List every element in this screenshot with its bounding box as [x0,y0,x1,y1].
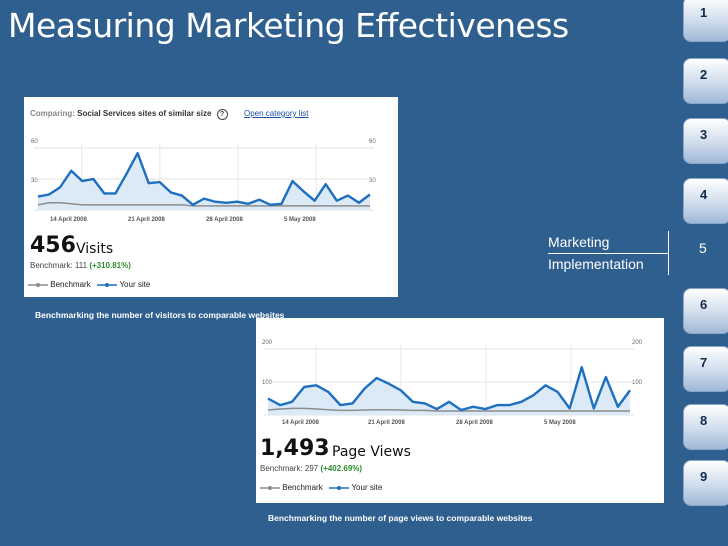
current-section-line2: Implementation [548,256,644,272]
chart-legend: Benchmark Your site [28,280,150,289]
date-label: 21 April 2008 [368,420,405,426]
visits-count: 456 [30,233,76,258]
site-series-line [267,365,631,412]
legend-benchmark: Benchmark [50,280,91,289]
nav-tab-label: 8 [700,413,708,428]
site-legend-icon [97,282,118,287]
nav-tab-6[interactable]: 6 [683,288,728,334]
nav-tab-label: 5 [699,240,707,256]
benchmark-text: Benchmark: 297 [260,464,319,473]
y-axis-top-left: 200 [262,340,273,346]
nav-tab-label: 1 [700,5,708,20]
nav-tab-9[interactable]: 9 [683,460,728,506]
nav-tab-2[interactable]: 2 [683,58,728,104]
date-label: 14 April 2008 [50,217,87,223]
site-series-line [37,151,371,207]
visits-chart [34,144,374,212]
pageviews-caption: Benchmarking the number of page views to… [268,513,533,523]
slide-title: Measuring Marketing Effectiveness [8,6,569,45]
benchmark-percent: (+402.69%) [320,464,363,473]
nav-tab-1[interactable]: 1 [683,0,728,42]
legend-site: Your site [119,280,151,289]
date-label: 14 April 2008 [282,420,319,426]
benchmark-series-line [37,202,370,207]
date-label: 28 April 2008 [206,217,243,223]
pageviews-unit: Page Views [332,444,411,460]
date-label: 28 April 2008 [456,420,493,426]
y-axis-mid-right: 30 [369,178,376,184]
nav-tab-3[interactable]: 3 [683,118,728,164]
benchmark-text: Benchmark: 111 [30,261,88,270]
benchmark-series-line [267,407,630,412]
nav-tab-5-current[interactable]: 5 [683,228,728,274]
nav-tab-label: 2 [700,67,708,82]
benchmark-value: Benchmark: 111 (+310.81%) [30,261,131,270]
comparing-prefix: Comparing: [30,109,75,118]
y-axis-mid-left: 30 [31,178,38,184]
legend-site: Your site [351,483,383,492]
legend-benchmark: Benchmark [282,483,323,492]
benchmark-percent: (+310.81%) [89,261,131,270]
y-axis-mid-left: 100 [262,380,273,386]
benchmark-value: Benchmark: 297 (+402.69%) [260,464,362,473]
pageviews-screenshot: 200 100 200 100 14 April 2008 21 April 2… [256,318,664,503]
nav-tab-7[interactable]: 7 [683,346,728,392]
comparing-label: Comparing: Social Services sites of simi… [30,109,228,120]
pageviews-count: 1,493 [260,436,330,461]
nav-tab-label: 9 [700,469,708,484]
comparing-value: Social Services sites of similar size [77,109,212,118]
nav-tab-label: 4 [700,187,708,202]
nav-tab-label: 6 [700,297,708,312]
nav-tab-label: 3 [700,127,708,142]
date-label: 21 April 2008 [128,217,165,223]
date-label: 5 May 2008 [284,217,316,223]
visits-unit: Visits [76,241,114,257]
y-axis-top-right: 200 [632,340,643,346]
nav-tab-4[interactable]: 4 [683,178,728,224]
y-axis-top-left: 60 [31,139,38,145]
date-label: 5 May 2008 [544,420,576,426]
help-icon[interactable]: ? [216,109,228,120]
benchmark-legend-icon [260,485,280,490]
site-area [268,367,630,415]
visits-screenshot: Comparing: Social Services sites of simi… [24,97,398,297]
chart-legend: Benchmark Your site [260,483,382,492]
section-bracket [668,231,669,275]
site-area [38,153,370,210]
nav-tab-8[interactable]: 8 [683,404,728,450]
benchmark-legend-icon [28,282,48,287]
y-axis-mid-right: 100 [632,380,643,386]
section-divider [548,253,668,254]
site-legend-icon [329,485,350,490]
y-axis-top-right: 60 [369,139,376,145]
visits-caption: Benchmarking the number of visitors to c… [35,310,285,320]
pageviews-chart [264,345,634,417]
nav-tab-label: 7 [700,355,708,370]
current-section-line1: Marketing [548,234,610,250]
open-category-list-link[interactable]: Open category list [244,109,309,118]
